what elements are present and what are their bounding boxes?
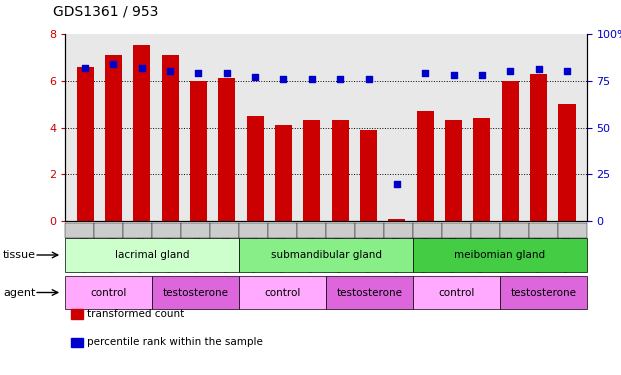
Bar [303,120,320,221]
Bar [105,55,122,221]
Point [448,72,458,78]
Point [165,68,175,74]
Bar [190,81,207,221]
Point [222,70,232,76]
Text: testosterone: testosterone [337,288,402,297]
Point [363,76,373,82]
Point [80,64,90,70]
Bar [332,120,349,221]
Bar [530,74,547,221]
Bar [417,111,433,221]
Text: control: control [265,288,301,297]
Bar [219,78,235,221]
Text: testosterone: testosterone [510,288,576,297]
Text: transformed count: transformed count [87,309,184,319]
Point [307,76,317,82]
Point [392,181,402,187]
Bar [161,55,179,221]
Point [335,76,345,82]
Bar [360,130,377,221]
Text: meibomian gland: meibomian gland [455,250,545,260]
Text: testosterone: testosterone [163,288,229,297]
Point [279,76,289,82]
Point [533,66,543,72]
Bar [558,104,576,221]
Point [505,68,515,74]
Bar [502,81,519,221]
Text: control: control [438,288,474,297]
Text: agent: agent [3,288,35,297]
Point [420,70,430,76]
Point [137,64,147,70]
Bar [247,116,264,221]
Point [250,74,260,80]
Bar [275,125,292,221]
Bar [388,219,406,221]
Bar [445,120,462,221]
Text: control: control [91,288,127,297]
Bar [76,67,94,221]
Bar [134,45,150,221]
Point [477,72,487,78]
Text: lacrimal gland: lacrimal gland [115,250,189,260]
Point [109,61,119,67]
Text: percentile rank within the sample: percentile rank within the sample [87,337,263,347]
Text: tissue: tissue [3,250,36,260]
Text: submandibular gland: submandibular gland [271,250,381,260]
Text: GDS1361 / 953: GDS1361 / 953 [53,5,158,19]
Point [562,68,572,74]
Bar [473,118,491,221]
Point [194,70,204,76]
